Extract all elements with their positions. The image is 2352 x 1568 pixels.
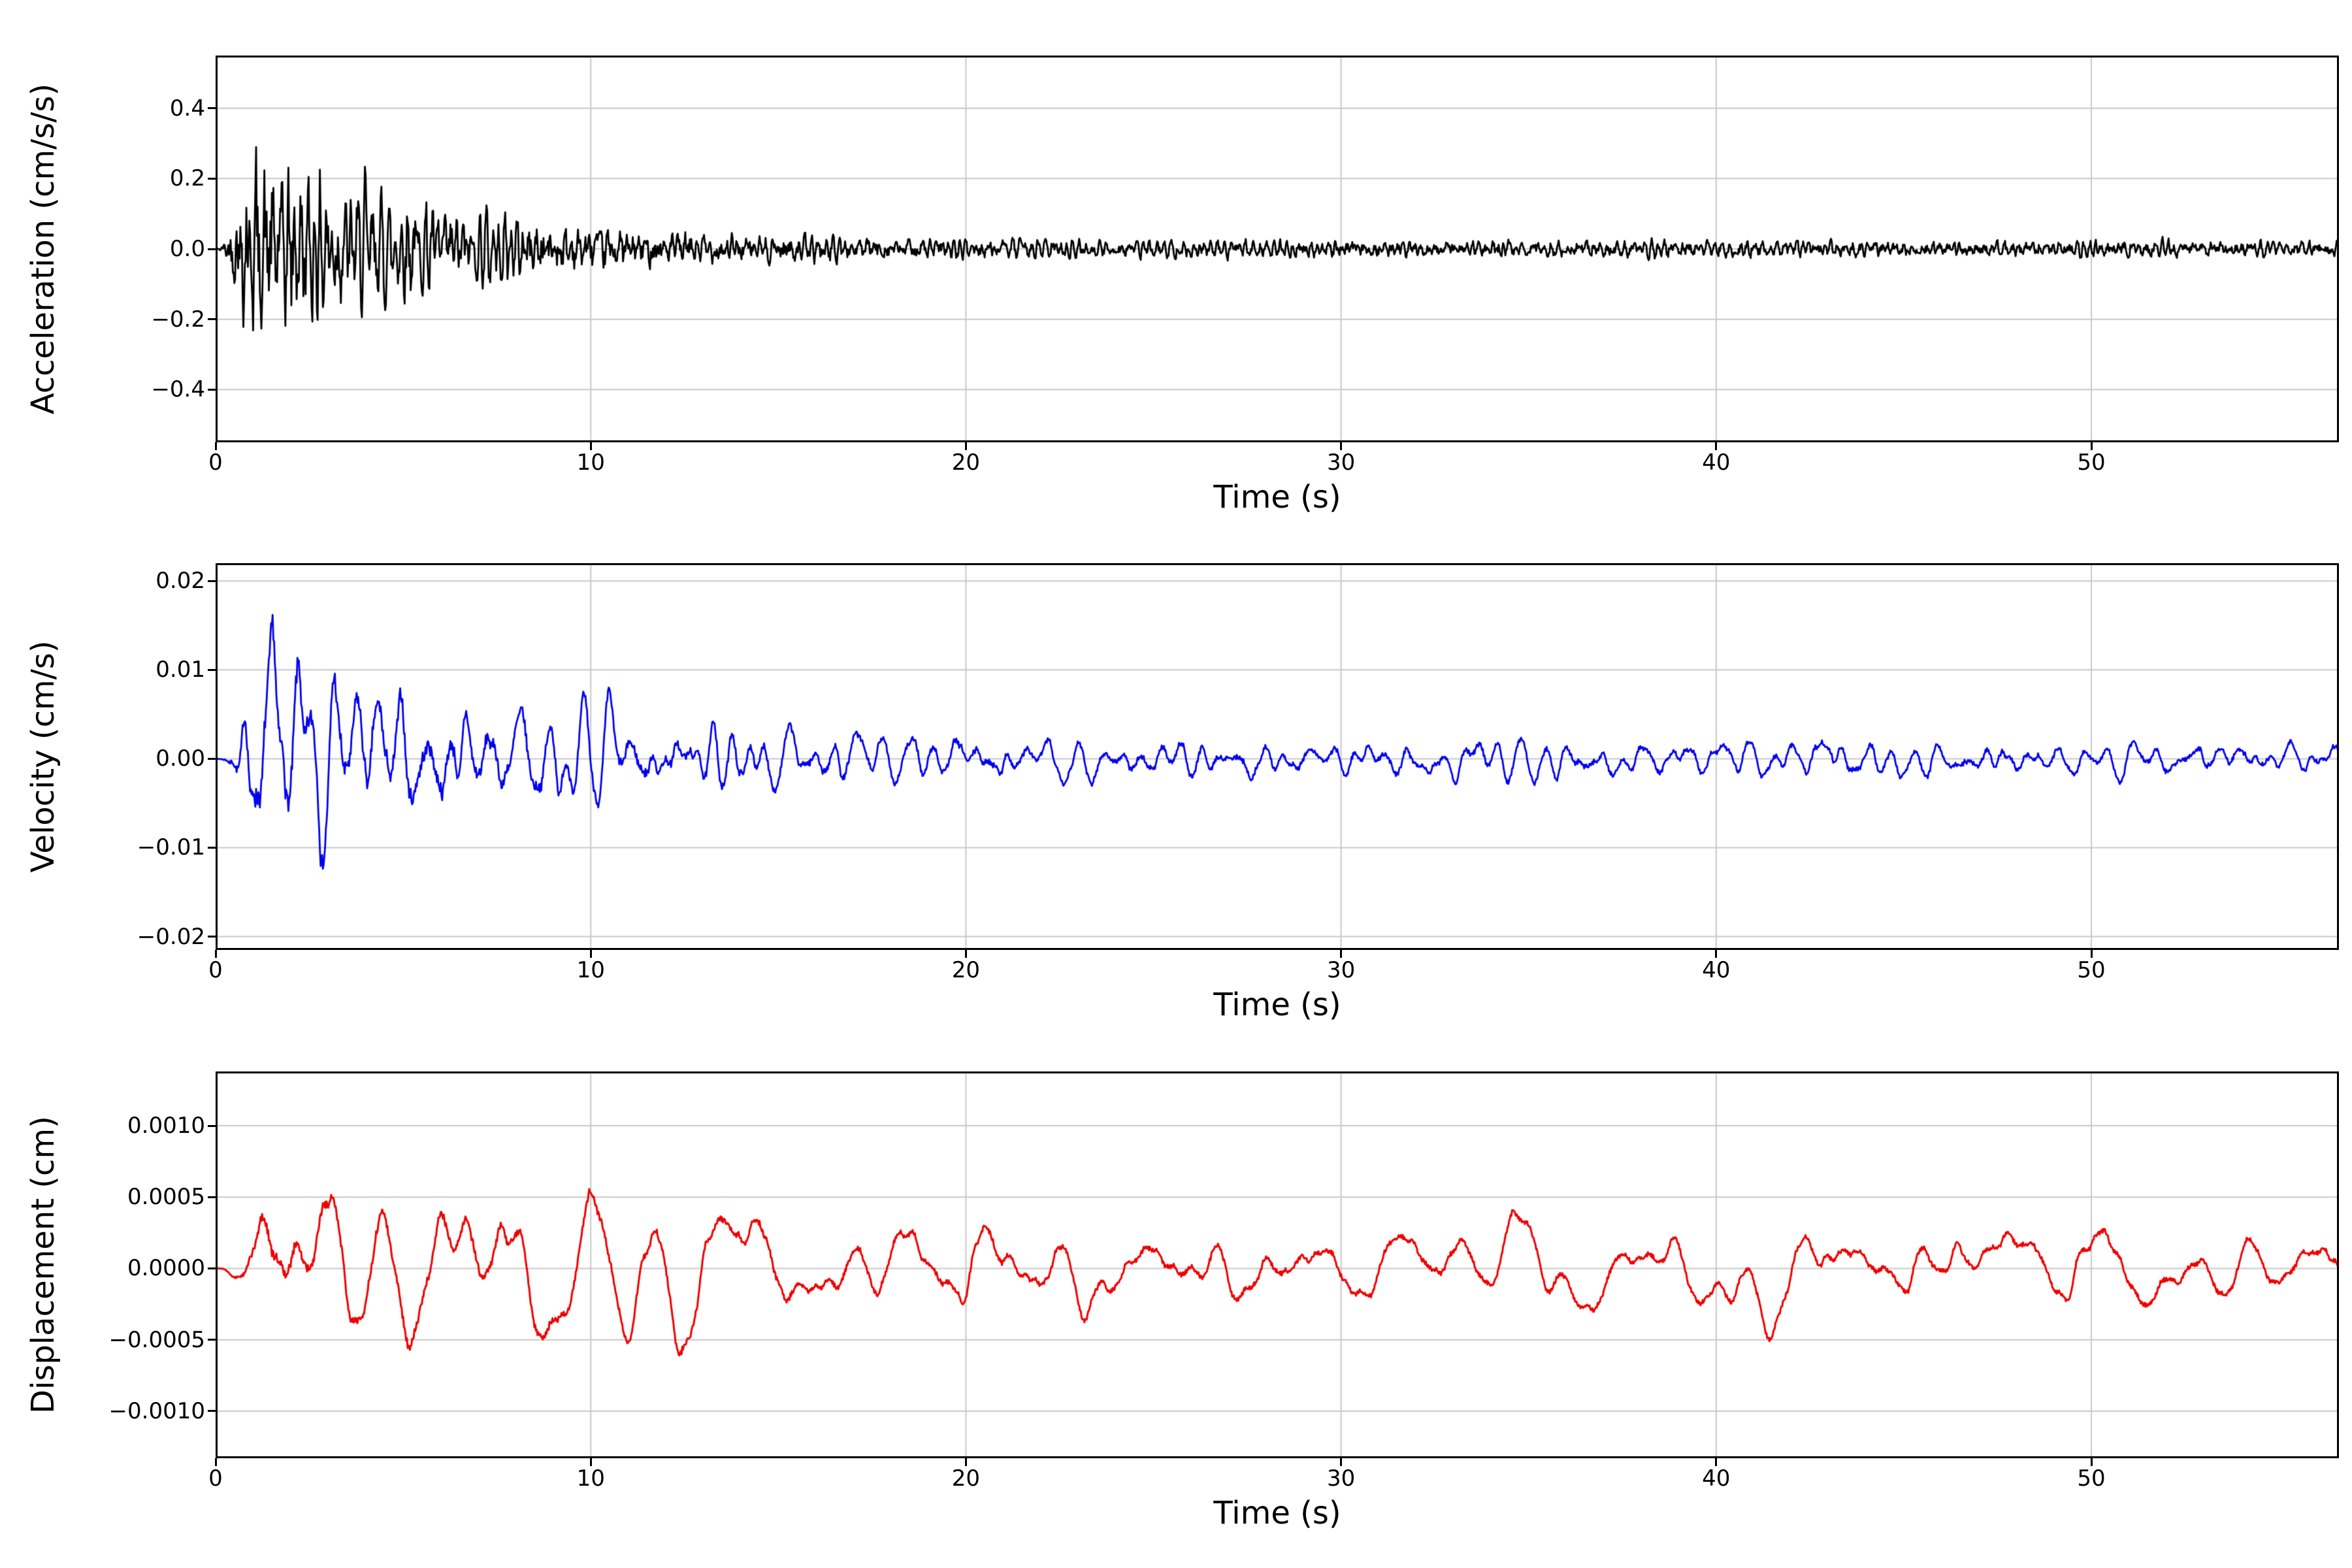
x-tick-mark: [589, 950, 592, 958]
y-tick-mark: [208, 177, 216, 180]
y-tick-mark: [208, 1410, 216, 1413]
y-tick-label: 0.00: [155, 745, 205, 772]
y-tick-label: 0.0000: [127, 1255, 205, 1282]
y-tick-label: 0.2: [169, 165, 205, 192]
y-tick-mark: [208, 580, 216, 582]
y-tick-mark: [208, 107, 216, 110]
y-tick-mark: [208, 936, 216, 938]
x-tick-mark: [1715, 1458, 1718, 1466]
subplot-acceleration: Acceleration (cm/s/s) 0 10 20 30 40 50 −0.4 −0.…: [0, 56, 2352, 559]
x-tick-label: 40: [1702, 1465, 1731, 1492]
x-tick-label: 40: [1702, 449, 1731, 476]
velocity-waveform-canvas: [216, 563, 2339, 950]
x-tick-mark: [964, 442, 967, 450]
y-tick-mark: [208, 1196, 216, 1198]
y-tick-label: −0.01: [137, 834, 205, 861]
x-tick-mark: [2090, 1458, 2093, 1466]
x-axis-label-velocity: Time (s): [1213, 987, 1341, 1023]
y-tick-mark: [208, 248, 216, 250]
x-tick-label: 40: [1702, 957, 1731, 983]
displacement-waveform-canvas: [216, 1071, 2339, 1458]
x-tick-label: 10: [576, 449, 605, 476]
x-tick-mark: [214, 950, 217, 958]
x-tick-label: 50: [2077, 1465, 2106, 1492]
y-tick-label: 0.02: [155, 568, 205, 595]
y-tick-label: −0.4: [151, 376, 205, 403]
y-tick-mark: [208, 846, 216, 849]
x-tick-label: 30: [1326, 957, 1356, 983]
x-tick-label: 10: [576, 957, 605, 983]
y-tick-mark: [208, 1339, 216, 1341]
x-tick-mark: [214, 1458, 217, 1466]
y-tick-label: 0.4: [169, 95, 205, 122]
y-tick-mark: [208, 1124, 216, 1127]
y-tick-mark: [208, 757, 216, 760]
x-axis-label-acceleration: Time (s): [1213, 479, 1341, 515]
x-tick-mark: [589, 442, 592, 450]
x-tick-label: 0: [208, 1465, 223, 1492]
x-tick-label: 0: [208, 957, 223, 983]
x-tick-mark: [964, 1458, 967, 1466]
x-tick-label: 30: [1326, 1465, 1356, 1492]
y-tick-mark: [208, 318, 216, 321]
y-tick-label: 0.0: [169, 236, 205, 262]
x-tick-mark: [1715, 950, 1718, 958]
subplot-velocity: Velocity (cm/s) 0 10 20 30 40 50 −0.02 −0.01 0.0…: [0, 563, 2352, 1066]
y-tick-label: 0.0010: [127, 1113, 205, 1139]
x-tick-mark: [1340, 1458, 1343, 1466]
x-tick-label: 0: [208, 449, 223, 476]
y-tick-label: −0.2: [151, 306, 205, 333]
y-tick-label: −0.0005: [108, 1326, 205, 1353]
y-tick-mark: [208, 1267, 216, 1269]
plot-area-displacement: 0 10 20 30 40 50 −0.0010 −0.0005 0.0000 0.0005 0.0…: [109, 1071, 2339, 1490]
x-tick-mark: [214, 442, 217, 450]
x-tick-mark: [1715, 442, 1718, 450]
y-tick-label: 0.01: [155, 657, 205, 683]
y-axis-label-displacement: Displacement (cm): [25, 1116, 61, 1414]
x-tick-mark: [1340, 950, 1343, 958]
subplot-displacement: Displacement (cm) 0 10 20 30 40 50 −0.0010 −0.0…: [0, 1071, 2352, 1568]
x-tick-label: 30: [1326, 449, 1356, 476]
y-tick-label: 0.0005: [127, 1184, 205, 1211]
y-axis-label-acceleration: Acceleration (cm/s/s): [25, 83, 61, 415]
x-tick-label: 10: [576, 1465, 605, 1492]
x-tick-mark: [2090, 442, 2093, 450]
x-tick-mark: [964, 950, 967, 958]
x-tick-label: 20: [951, 957, 981, 983]
plot-area-acceleration: 0 10 20 30 40 50 −0.4 −0.2 0.0 0.2 0.4: [151, 56, 2339, 474]
y-tick-mark: [208, 668, 216, 671]
x-tick-mark: [1340, 442, 1343, 450]
y-axis-label-velocity: Velocity (cm/s): [25, 640, 61, 873]
x-tick-label: 20: [951, 1465, 981, 1492]
y-tick-label: −0.0010: [108, 1397, 205, 1424]
x-tick-label: 50: [2077, 957, 2106, 983]
x-axis-label-displacement: Time (s): [1213, 1495, 1341, 1531]
y-tick-mark: [208, 388, 216, 391]
x-tick-mark: [589, 1458, 592, 1466]
x-tick-label: 20: [951, 449, 981, 476]
x-tick-label: 50: [2077, 449, 2106, 476]
y-tick-label: −0.02: [137, 923, 205, 950]
x-tick-mark: [2090, 950, 2093, 958]
plot-area-velocity: 0 10 20 30 40 50 −0.02 −0.01 0.00 0.01 0.02: [137, 563, 2339, 981]
acceleration-waveform-canvas: [216, 56, 2339, 442]
